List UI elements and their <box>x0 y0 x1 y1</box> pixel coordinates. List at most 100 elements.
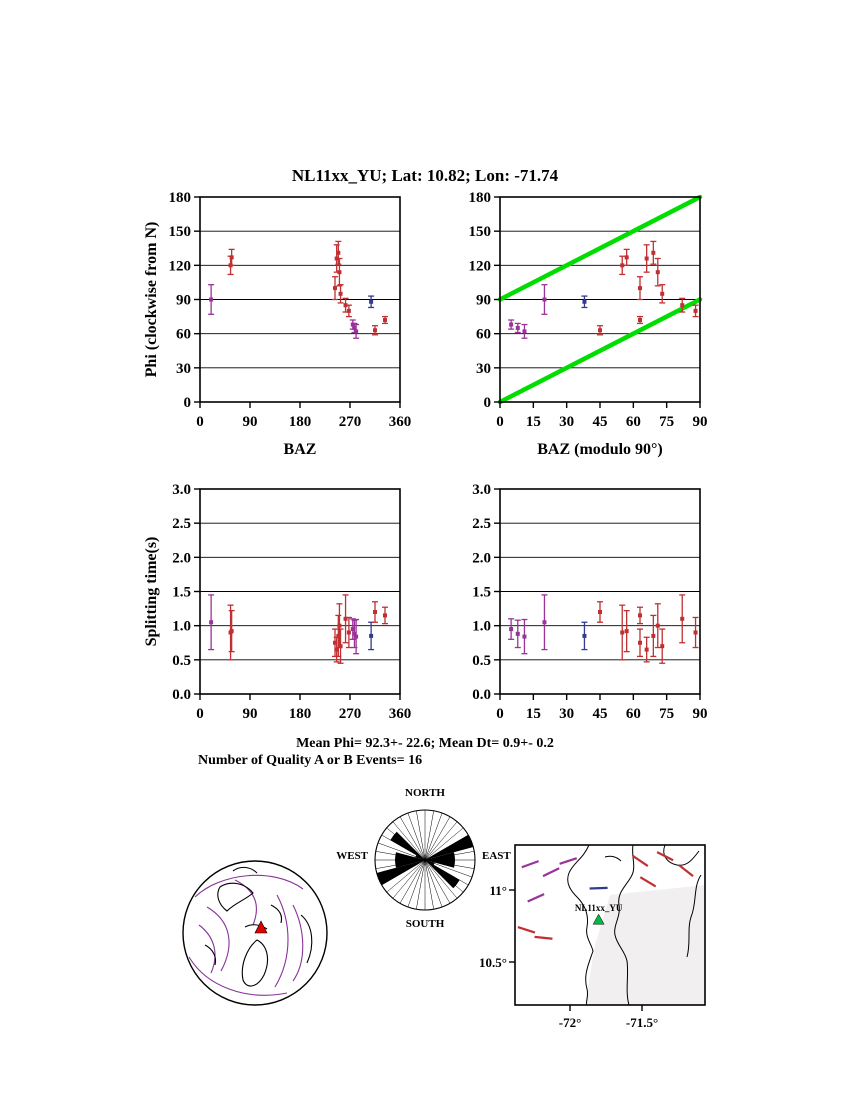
svg-text:75: 75 <box>659 414 674 430</box>
data-point <box>654 603 661 649</box>
svg-text:180: 180 <box>289 706 312 722</box>
data-point <box>654 257 661 287</box>
svg-text:30: 30 <box>476 361 491 377</box>
svg-text:BAZ (modulo 90°): BAZ (modulo 90°) <box>537 441 663 458</box>
globe-map <box>182 860 328 1006</box>
map-lat-label-10-5: 10.5° <box>479 955 507 970</box>
data-point <box>597 601 603 623</box>
map-coastlines <box>567 844 702 1006</box>
plot-phi-baz-content: 0 90 180 270 360 0 30 60 90 120 150 180 BAZ Phi (cloc… <box>143 190 411 458</box>
splitting-vector <box>517 925 536 934</box>
svg-text:45: 45 <box>593 706 608 722</box>
data-point <box>637 606 643 625</box>
data-point <box>382 606 388 625</box>
svg-text:1.0: 1.0 <box>172 619 191 635</box>
map-splitting-segments: NL11xx_YU <box>517 851 694 940</box>
data-point <box>368 295 375 309</box>
data-point <box>332 276 338 301</box>
data-point <box>659 628 666 664</box>
svg-text:0: 0 <box>496 414 504 430</box>
data-point <box>623 609 630 653</box>
data-point <box>637 628 643 658</box>
splitting-vector <box>678 864 694 878</box>
mean-stats-line: Mean Phi= 92.3+- 22.6; Mean Dt= 0.9+- 0.… <box>296 736 554 751</box>
rose-label-north: NORTH <box>405 787 445 799</box>
svg-text:0: 0 <box>484 395 492 411</box>
rose-label-east: EAST <box>482 850 511 862</box>
svg-text:30: 30 <box>559 414 574 430</box>
splitting-vector <box>542 867 560 878</box>
data-point <box>521 618 528 655</box>
data-point <box>514 322 521 334</box>
data-point <box>659 284 666 304</box>
data-point <box>679 297 686 313</box>
plot-phi-baz90-content: 0 15 30 45 60 75 90 0 30 60 90 120 150 180 BAZ (modulo… <box>469 190 708 458</box>
svg-text:Phi (clockwise from N): Phi (clockwise from N) <box>143 222 160 378</box>
svg-text:60: 60 <box>626 706 641 722</box>
svg-text:0: 0 <box>196 414 204 430</box>
data-point <box>342 594 349 644</box>
plate-boundary-lines <box>188 874 304 996</box>
rose-diagram: NORTH SOUTH WEST EAST <box>336 787 511 930</box>
rose-label-west: WEST <box>336 850 368 862</box>
data-point <box>353 323 360 339</box>
svg-text:60: 60 <box>626 414 641 430</box>
svg-text:120: 120 <box>169 258 192 274</box>
data-point <box>208 284 215 315</box>
data-point <box>541 284 548 315</box>
svg-text:Splitting time(s): Splitting time(s) <box>143 537 160 647</box>
svg-text:BAZ: BAZ <box>284 441 317 458</box>
data-point <box>336 257 343 287</box>
splitting-vector <box>527 893 545 903</box>
globe-station-marker <box>254 920 268 934</box>
map-lon-label-71-5: -71.5° <box>626 1015 658 1030</box>
data-point <box>514 619 521 649</box>
data-point <box>643 636 650 663</box>
data-point <box>541 594 548 651</box>
svg-text:3.0: 3.0 <box>172 482 191 498</box>
data-point <box>382 315 388 325</box>
station-marker <box>592 913 605 925</box>
data-point <box>208 594 215 651</box>
svg-text:2.0: 2.0 <box>472 550 491 566</box>
data-point <box>650 240 657 265</box>
svg-text:0: 0 <box>184 395 192 411</box>
data-point <box>508 618 515 640</box>
svg-text:0.0: 0.0 <box>172 687 191 703</box>
coastline-lines <box>204 866 313 987</box>
map-lon-label-72: -72° <box>559 1015 582 1030</box>
data-point <box>623 248 630 266</box>
splitting-vector <box>656 851 674 862</box>
data-point <box>228 248 235 266</box>
svg-text:2.5: 2.5 <box>472 516 491 532</box>
data-point <box>228 609 235 653</box>
svg-text:90: 90 <box>693 414 708 430</box>
data-point <box>619 255 626 276</box>
globe-outline <box>182 860 328 1006</box>
svg-text:75: 75 <box>659 706 674 722</box>
svg-text:90: 90 <box>476 293 491 309</box>
data-point <box>643 244 650 273</box>
data-point <box>521 323 528 339</box>
svg-text:15: 15 <box>526 414 541 430</box>
map-lat-label-11: 11° <box>490 883 507 898</box>
splitting-vector <box>521 860 540 869</box>
plot-dt-baz-content: 0 90 180 270 360 0.0 0.5 1.0 1.5 2.0 2.5 3.0 Splitti… <box>143 482 411 722</box>
rose-petals-and-spokes <box>374 809 476 911</box>
page-title: NL11xx_YU; Lat: 10.82; Lon: -71.74 <box>291 166 559 185</box>
data-point <box>345 616 352 649</box>
splitting-time-vs-baz-plot: 0 90 180 270 360 0.0 0.5 1.0 1.5 2.0 2.5 3.0 Splitti… <box>143 482 411 722</box>
phi-vs-baz-mod90-plot: 0 15 30 45 60 75 90 0 30 60 90 120 150 180 BAZ (modulo… <box>469 190 708 458</box>
svg-text:3.0: 3.0 <box>472 482 491 498</box>
svg-text:30: 30 <box>559 706 574 722</box>
map-frame <box>514 844 706 1006</box>
svg-text:30: 30 <box>176 361 191 377</box>
svg-text:180: 180 <box>469 190 492 206</box>
svg-text:90: 90 <box>243 414 258 430</box>
svg-text:270: 270 <box>339 706 362 722</box>
splitting-vector <box>589 886 608 890</box>
map-ticks <box>509 889 643 1011</box>
data-point <box>679 594 686 644</box>
data-point <box>335 240 342 265</box>
data-point <box>337 628 344 664</box>
